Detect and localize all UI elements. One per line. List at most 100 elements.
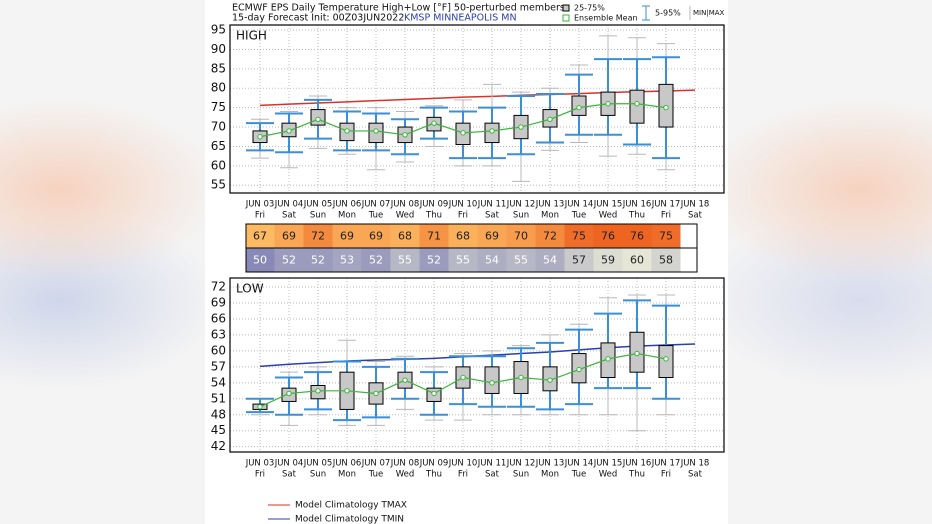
table-value: 68	[398, 230, 412, 243]
table-cell	[390, 248, 420, 272]
x-weekday-label: Fri	[458, 470, 468, 480]
y-tick-label: 48	[211, 407, 226, 421]
table-cell	[274, 248, 304, 272]
x-tick-label: JUN 13	[535, 459, 565, 469]
table-value: 69	[369, 230, 383, 243]
plot-area	[230, 25, 724, 193]
legend-tmin: Model Climatology TMIN	[295, 515, 404, 524]
legend-box: 25-75%	[574, 4, 605, 13]
mean-marker	[547, 116, 553, 122]
table-cell	[361, 248, 391, 272]
mean-marker	[460, 374, 466, 381]
x-tick-label: JUN 16	[622, 200, 652, 210]
x-tick-label: JUN 08	[390, 459, 420, 469]
table-cell	[477, 248, 507, 272]
x-tick-label: JUN 15	[593, 459, 623, 469]
table-cell	[593, 224, 623, 248]
x-tick-label: JUN 17	[651, 459, 681, 469]
mean-marker	[576, 366, 582, 373]
table-value: 59	[601, 254, 615, 267]
x-weekday-label: Wed	[396, 470, 415, 480]
chart-title: LOW	[236, 282, 264, 296]
x-tick-label: JUN 08	[390, 200, 420, 210]
mean-marker	[431, 390, 437, 397]
table-cell	[564, 248, 594, 272]
table-cell	[332, 224, 362, 248]
climatology-line	[259, 89, 696, 107]
table-value: 50	[253, 254, 267, 267]
table-cell	[651, 248, 681, 272]
mean-marker	[518, 374, 524, 381]
table-cell	[593, 248, 623, 272]
y-tick-label: 70	[211, 120, 226, 134]
x-weekday-label: Sun	[310, 470, 326, 480]
x-weekday-label: Sun	[513, 470, 529, 480]
x-weekday-label: Fri	[255, 211, 265, 221]
x-weekday-label: Tue	[571, 211, 587, 221]
x-weekday-label: Mon	[338, 470, 356, 480]
mean-marker	[402, 377, 408, 383]
legend-box-icon	[562, 4, 570, 12]
table-value: 52	[369, 254, 383, 267]
table-value: 57	[572, 254, 586, 267]
x-weekday-label: Sat	[485, 470, 500, 480]
mean-marker	[489, 128, 495, 134]
table-cell	[332, 248, 362, 272]
table-value: 70	[514, 230, 528, 243]
table-value: 75	[659, 230, 673, 243]
x-weekday-label: Thu	[628, 470, 645, 480]
mean-marker	[402, 132, 408, 138]
legend-range: MIN|MAX	[693, 9, 725, 17]
y-tick-label: 72	[211, 280, 226, 294]
x-tick-label: JUN 07	[361, 459, 391, 469]
mean-marker	[518, 124, 524, 130]
x-weekday-label: Sun	[310, 211, 326, 221]
table-value: 68	[456, 230, 470, 243]
y-tick-label: 45	[211, 423, 226, 437]
mean-marker	[431, 120, 437, 126]
mean-marker	[315, 388, 321, 394]
y-tick-label: 55	[211, 178, 226, 192]
x-tick-label: JUN 13	[535, 200, 565, 210]
x-tick-label: JUN 06	[332, 200, 362, 210]
table-value: 67	[253, 230, 267, 243]
x-tick-label: JUN 03	[245, 200, 275, 210]
plot-frame	[229, 277, 725, 453]
table-value: 76	[601, 230, 615, 243]
table-value: 54	[543, 254, 557, 267]
legend-whisker: 5-95%	[655, 9, 681, 18]
mean-marker	[460, 130, 466, 136]
x-tick-label: JUN 18	[680, 200, 710, 210]
x-tick-label: JUN 04	[274, 459, 304, 469]
x-tick-label: JUN 10	[448, 459, 478, 469]
y-tick-label: 60	[211, 158, 226, 172]
title: ECMWF EPS Daily Temperature High+Low [°F…	[232, 3, 565, 14]
table-cell	[448, 224, 478, 248]
table-value: 54	[485, 254, 499, 267]
mean-marker	[257, 134, 263, 140]
y-tick-label: 42	[211, 439, 226, 453]
table-cell	[303, 224, 333, 248]
table-cell	[419, 248, 449, 272]
x-tick-label: JUN 14	[564, 200, 594, 210]
x-weekday-label: Sat	[485, 211, 500, 221]
x-tick-label: JUN 03	[245, 459, 275, 469]
mean-marker	[634, 101, 640, 107]
x-tick-label: JUN 04	[274, 200, 304, 210]
plot-frame	[229, 24, 725, 194]
table-cell	[506, 224, 536, 248]
x-weekday-label: Wed	[396, 211, 415, 221]
x-weekday-label: Mon	[338, 211, 356, 221]
y-tick-label: 51	[211, 391, 226, 405]
table-value: 76	[630, 230, 644, 243]
legend-mean-icon	[562, 14, 570, 22]
y-tick-label: 65	[211, 139, 226, 153]
x-tick-label: JUN 18	[680, 459, 710, 469]
x-tick-label: JUN 11	[477, 459, 507, 469]
y-tick-label: 90	[211, 42, 226, 56]
x-weekday-label: Thu	[628, 211, 645, 221]
mean-marker	[257, 404, 263, 410]
legend-tmax: Model Climatology TMAX	[295, 501, 407, 511]
table-cell	[622, 224, 652, 248]
